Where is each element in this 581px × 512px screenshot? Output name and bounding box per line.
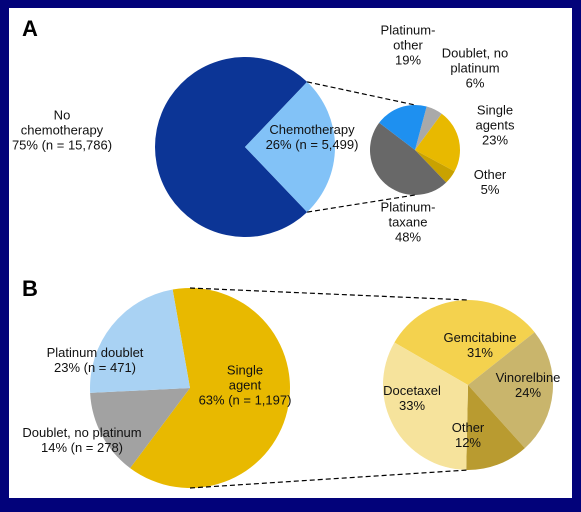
- slice-label: Docetaxel 33%: [383, 383, 441, 413]
- pie-slice: [154, 57, 308, 238]
- slice-label: Other 12%: [452, 420, 485, 450]
- category-label: Vinorelbine: [495, 370, 561, 385]
- slice-label: Vinorelbine 24%: [496, 370, 561, 400]
- category-label: Docetaxel: [383, 383, 441, 398]
- pie-slice: [466, 385, 525, 470]
- pie-slice: [415, 106, 442, 150]
- category-label: Chemotherapy: [269, 122, 355, 137]
- category-label: Other: [473, 167, 507, 182]
- connector-line: [189, 287, 469, 301]
- pie-slice: [394, 300, 535, 385]
- category-label: Doublet, no platinum: [441, 45, 509, 76]
- category-label: Single agents: [475, 102, 515, 133]
- pie-slice: [415, 113, 460, 172]
- value-label: 48%: [394, 229, 422, 245]
- value-label: 5%: [480, 182, 500, 197]
- pie-slice: [383, 342, 468, 470]
- slice-label: Platinum doublet 23% (n = 471): [47, 345, 144, 375]
- category-label: Gemcitabine: [443, 330, 517, 345]
- value-label: 23%: [481, 132, 509, 148]
- pie-slice: [245, 81, 336, 213]
- category-label: Platinum doublet: [46, 345, 144, 360]
- category-label: Doublet, no platinum: [22, 425, 142, 440]
- category-label: No chemotherapy: [20, 107, 104, 138]
- value-label: 12%: [454, 435, 482, 450]
- value-label: 24%: [514, 385, 542, 400]
- value-label: 33%: [398, 398, 426, 413]
- pie-slice: [130, 288, 290, 488]
- value-label: 14% (n = 278): [40, 440, 124, 455]
- slice-label: Single agents 23%: [465, 103, 525, 148]
- slice-label: Gemcitabine 31%: [444, 330, 517, 360]
- pie-slice: [468, 332, 553, 449]
- slice-label: Doublet, no platinum 14% (n = 278): [22, 425, 141, 455]
- slice-label: Other 5%: [474, 167, 507, 197]
- panel-letter: B: [22, 276, 38, 301]
- slice-label: Chemotherapy 26% (n = 5,499): [266, 122, 359, 152]
- slice-label: Doublet, no platinum 6%: [433, 46, 518, 91]
- value-label: 26% (n = 5,499): [265, 137, 359, 152]
- value-label: 6%: [465, 75, 485, 91]
- pie-slice: [379, 105, 427, 150]
- category-label: Other: [451, 420, 485, 435]
- pie-slice: [415, 150, 455, 183]
- panel-letter: A: [22, 16, 38, 41]
- category-label: Platinum-taxane: [380, 199, 436, 230]
- value-label: 63% (n = 1,197): [198, 392, 292, 408]
- slice-label: Single agent 63% (n = 1,197): [199, 363, 292, 408]
- pie-slice: [90, 289, 190, 393]
- slice-label: Platinum-taxane 48%: [376, 200, 441, 245]
- value-label: 75% (n = 15,786): [11, 137, 113, 153]
- slice-label: Platinum-other 19%: [376, 23, 441, 68]
- category-label: Single agent: [226, 362, 264, 393]
- value-label: 23% (n = 471): [53, 360, 137, 375]
- connector-line: [307, 81, 416, 106]
- value-label: 19%: [394, 52, 422, 68]
- pie-slice: [370, 122, 447, 195]
- connector-line: [307, 194, 416, 213]
- pie-slice: [90, 388, 190, 469]
- connector-line: [189, 469, 469, 489]
- slice-label: No chemotherapy 75% (n = 15,786): [12, 108, 112, 153]
- category-label: Platinum-other: [380, 22, 436, 53]
- value-label: 31%: [466, 345, 494, 360]
